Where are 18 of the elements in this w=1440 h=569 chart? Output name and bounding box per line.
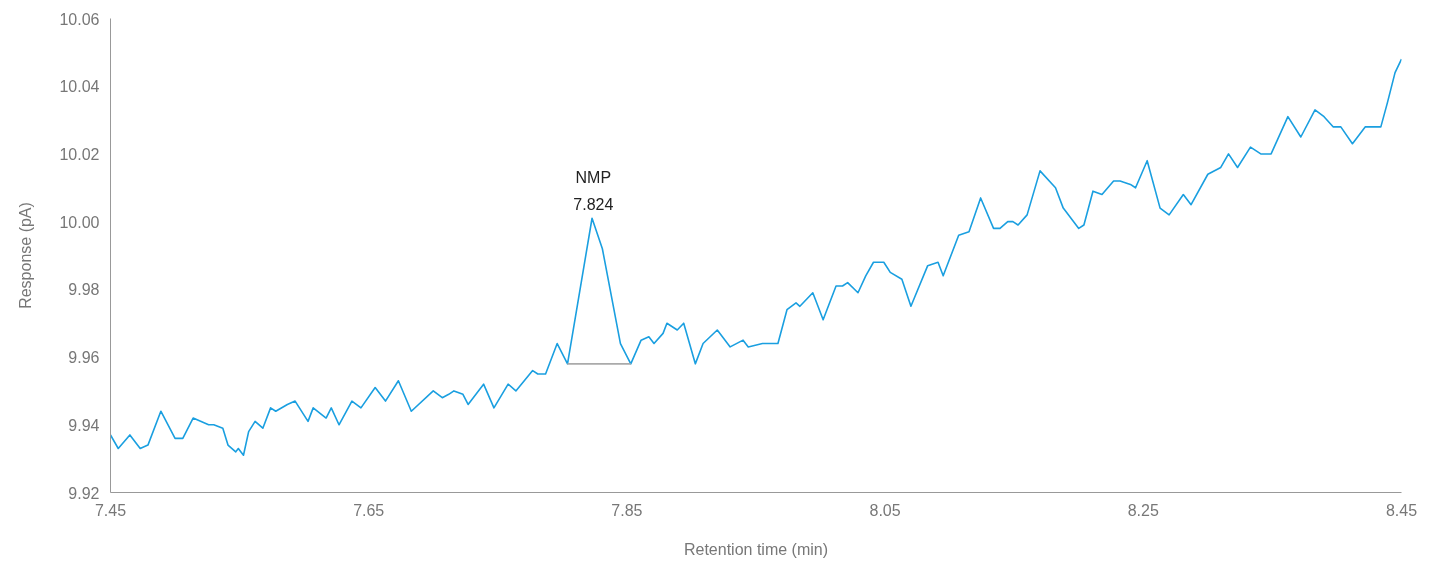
y-tick-label: 9.94 xyxy=(68,416,100,434)
y-tick-label: 9.92 xyxy=(68,484,100,502)
y-tick-label: 10.04 xyxy=(59,78,100,96)
y-axis-title: Response (pA) xyxy=(17,202,35,309)
x-tick-label: 8.25 xyxy=(1127,501,1159,519)
x-tick-label: 7.65 xyxy=(353,501,385,519)
x-tick-label: 8.45 xyxy=(1385,501,1418,519)
annotation: NMP 7.824 xyxy=(573,169,614,214)
y-tick-label: 9.98 xyxy=(68,281,100,299)
y-tick-label: 10.00 xyxy=(59,213,100,231)
y-tick-label: 10.02 xyxy=(59,145,100,163)
y-tick-label: 9.96 xyxy=(68,349,100,367)
x-axis-title: Retention time (min) xyxy=(683,540,829,558)
x-tick-label: 8.05 xyxy=(869,501,901,519)
line-series xyxy=(110,58,1402,457)
x-tick-label: 7.85 xyxy=(611,501,643,519)
x-tick-label: 7.45 xyxy=(94,501,127,519)
y-tick-label: 10.06 xyxy=(59,10,100,28)
